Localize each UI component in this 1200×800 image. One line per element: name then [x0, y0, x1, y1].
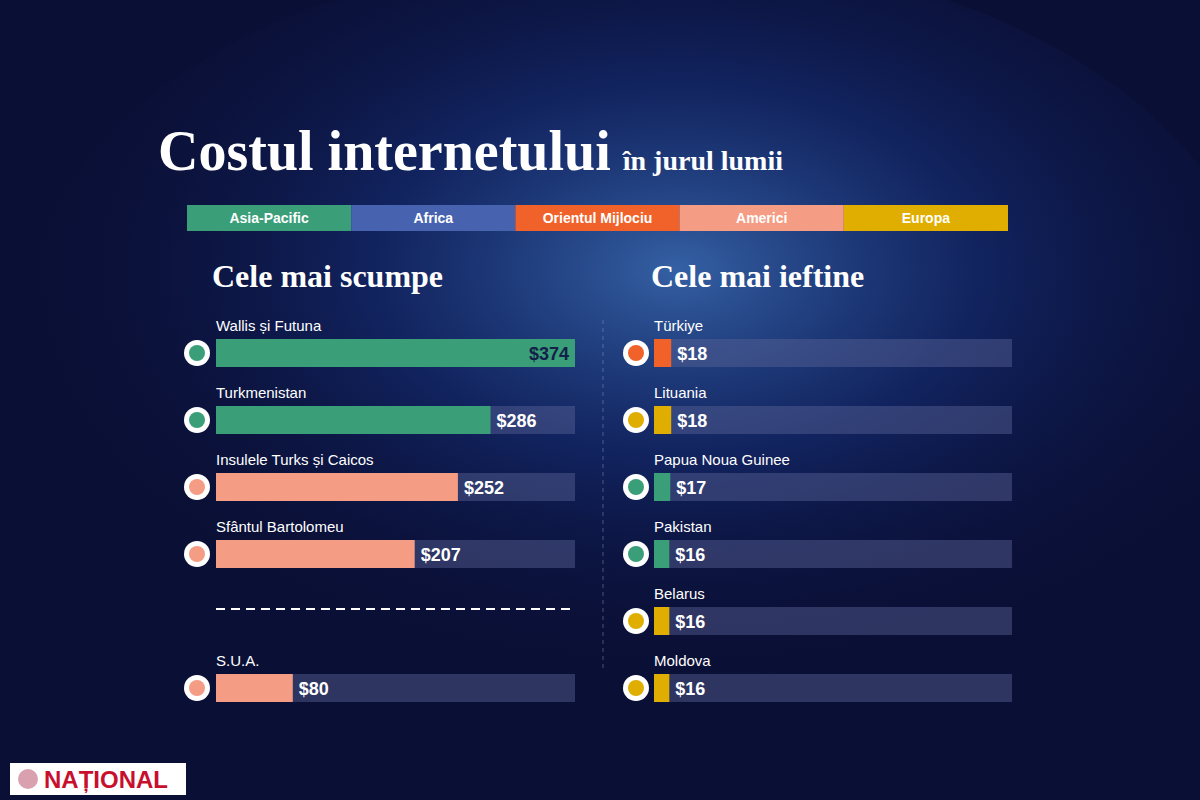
flag — [623, 407, 649, 433]
data-label: $286 — [497, 411, 537, 431]
legend-swatch — [844, 205, 1008, 231]
data-label: $18 — [677, 411, 707, 431]
legend-swatch — [187, 205, 351, 231]
data-label: $16 — [675, 679, 705, 699]
bars — [216, 339, 575, 702]
flag-center — [628, 412, 644, 428]
flag — [184, 541, 210, 567]
legend-swatch — [680, 205, 844, 231]
chart-root: Costul internetului în jurul lumii Asia-Pa… — [0, 0, 1200, 800]
labels: Wallis și Futuna $374 Turkmenistan $286 Insu… — [216, 317, 569, 699]
category-label: Lituania — [654, 384, 707, 401]
flag-center — [628, 345, 644, 361]
category-label: S.U.A. — [216, 652, 259, 669]
legend-label: Orientul Mijlociu — [543, 210, 653, 226]
bar-track — [216, 339, 575, 367]
legend-swatch — [515, 205, 679, 231]
category-label: Sfântul Bartolomeu — [216, 518, 344, 535]
category-label: Pakistan — [654, 518, 712, 535]
flag-center — [628, 680, 644, 696]
data-label: $207 — [421, 545, 461, 565]
panel-title: Cele mai scumpe — [212, 258, 443, 294]
labels: Türkiye $18 Lituania $18 Papua Noua Guinee $1… — [654, 317, 790, 699]
bar-track — [216, 406, 575, 434]
bar — [654, 540, 669, 568]
title: Costul internetului — [158, 120, 611, 182]
flag — [623, 541, 649, 567]
bar-track — [654, 473, 1012, 501]
watermark: NAȚIONAL — [10, 763, 186, 795]
bar — [654, 607, 669, 635]
bar — [216, 540, 415, 568]
flag-center — [628, 479, 644, 495]
flag — [623, 608, 649, 634]
panel: Cele mai ieftine Türkiye $18 Lituania $18 Pap… — [623, 258, 1012, 702]
flag-center — [628, 546, 644, 562]
data-label: $374 — [529, 344, 569, 364]
bar — [216, 674, 293, 702]
watermark-box — [10, 763, 186, 795]
flag-center — [189, 479, 205, 495]
bar-track — [654, 607, 1012, 635]
tracks — [216, 339, 575, 702]
legend-label: Americi — [736, 210, 787, 226]
flag — [623, 675, 649, 701]
category-label: Insulele Turks și Caicos — [216, 451, 374, 468]
flag — [184, 407, 210, 433]
flag — [184, 340, 210, 366]
separator — [216, 608, 573, 610]
flag — [184, 675, 210, 701]
category-label: Wallis și Futuna — [216, 317, 322, 334]
flag-center — [189, 345, 205, 361]
bar-track — [216, 674, 575, 702]
category-label: Papua Noua Guinee — [654, 451, 790, 468]
category-label: Turkmenistan — [216, 384, 306, 401]
panel: Cele mai scumpe Wallis și Futuna $374 Turkm… — [184, 258, 575, 702]
legend: Asia-Pacific Africa Orientul Mijlociu Ameri… — [187, 205, 1008, 231]
watermark-logo — [18, 769, 38, 789]
flag-center — [189, 680, 205, 696]
bar-track — [216, 540, 575, 568]
data-label: $17 — [676, 478, 706, 498]
bar — [216, 406, 491, 434]
flag-center — [189, 546, 205, 562]
bar-track — [654, 540, 1012, 568]
divider — [603, 320, 604, 672]
tracks — [654, 339, 1012, 702]
bar — [216, 473, 458, 501]
legend-swatch — [351, 205, 515, 231]
data-label: $18 — [677, 344, 707, 364]
flag — [623, 340, 649, 366]
legend-label: Asia-Pacific — [229, 210, 309, 226]
legend-label: Europa — [902, 210, 950, 226]
bar — [216, 339, 575, 367]
flag-center — [189, 412, 205, 428]
flag — [184, 474, 210, 500]
bar-track — [654, 406, 1012, 434]
category-label: Moldova — [654, 652, 711, 669]
legend-label: Africa — [413, 210, 453, 226]
bar-track — [654, 339, 1012, 367]
bar — [654, 406, 671, 434]
data-label: $16 — [675, 612, 705, 632]
data-label: $16 — [675, 545, 705, 565]
flag — [623, 474, 649, 500]
bar — [654, 473, 670, 501]
earth-glow — [20, 0, 1200, 710]
flag-center — [628, 613, 644, 629]
watermark-text: NAȚIONAL — [44, 766, 168, 793]
category-label: Türkiye — [654, 317, 703, 334]
bar-track — [654, 674, 1012, 702]
category-label: Belarus — [654, 585, 705, 602]
panel-title: Cele mai ieftine — [651, 258, 864, 294]
bar — [654, 674, 669, 702]
data-label: $252 — [464, 478, 504, 498]
data-label: $80 — [299, 679, 329, 699]
bar-track — [216, 473, 575, 501]
bar — [654, 339, 671, 367]
subtitle: în jurul lumii — [622, 145, 783, 176]
